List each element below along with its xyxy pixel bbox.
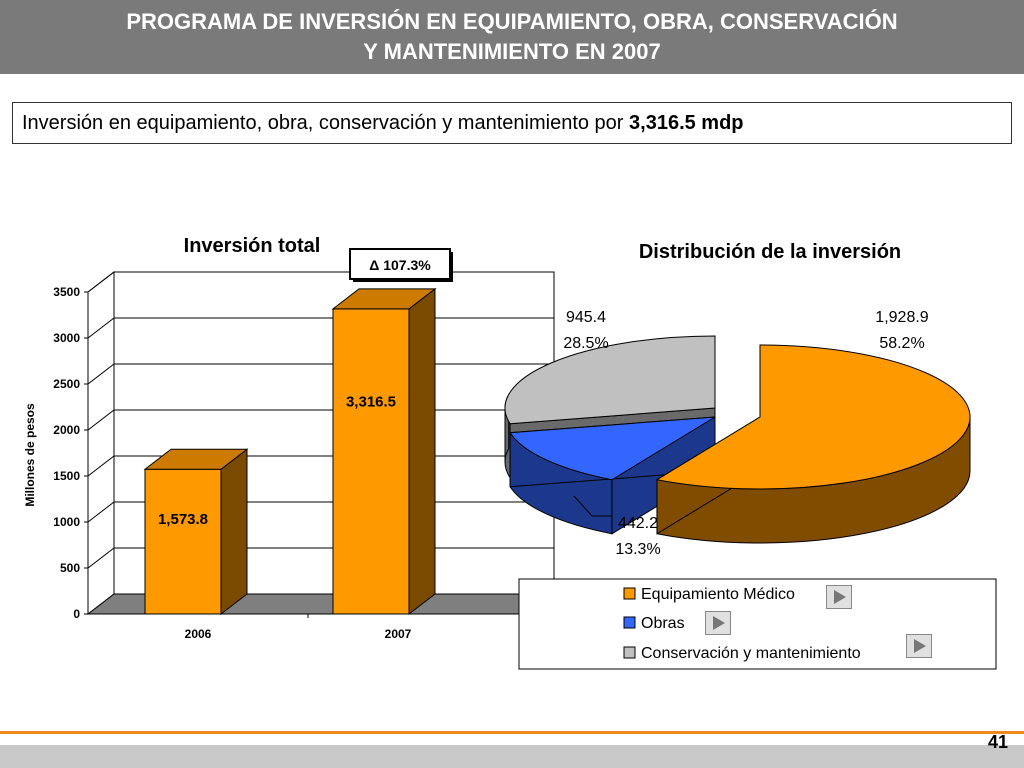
- y-tick-label: 3500: [53, 285, 80, 299]
- y-tick-label: 1000: [53, 515, 80, 529]
- pie-percent-label: 28.5%: [563, 335, 608, 352]
- y-tick-label: 2000: [53, 423, 80, 437]
- bar-top-2006: [143, 448, 249, 470]
- bar-value-label: 1,573.8: [158, 511, 208, 528]
- legend-swatch: [623, 616, 636, 629]
- legend-swatch: [623, 587, 636, 600]
- pie-value-label: 1,928.9: [875, 309, 928, 326]
- x-tick-label: 2006: [185, 627, 212, 641]
- pie-slice-Equipamiento Médico: [655, 344, 971, 490]
- x-tick-label: 2007: [385, 627, 412, 641]
- y-tick-label: 3000: [53, 331, 80, 345]
- pie-slice-Conservación y mantenimiento: [504, 335, 716, 425]
- legend-label: Conservación y mantenimiento: [641, 645, 861, 662]
- y-tick-label: 500: [60, 561, 80, 575]
- pie-value-label: 945.4: [566, 309, 606, 326]
- page-number: 41: [987, 732, 1008, 752]
- footer-bar: [0, 745, 1024, 768]
- footer-accent-line: [0, 731, 1024, 734]
- bar-chart-title: Inversión total: [184, 235, 321, 257]
- play-icon: [713, 616, 725, 630]
- growth-box: [349, 248, 451, 280]
- bar-side-2007: [408, 287, 436, 616]
- play-icon: [914, 639, 926, 653]
- slide-title-line1: PROGRAMA DE INVERSIÓN EN EQUIPAMIENTO, O…: [126, 9, 898, 34]
- slide-title-line2: Y MANTENIMIENTO EN 2007: [363, 39, 661, 64]
- bar-side-wall: [87, 270, 115, 616]
- play-icon: [834, 590, 846, 604]
- investment-summary-box: Inversión en equipamiento, obra, conserv…: [12, 102, 1012, 144]
- equipamiento-play-button[interactable]: [826, 585, 852, 609]
- obras-leader-line: [573, 495, 612, 517]
- y-tick-label: 2500: [53, 377, 80, 391]
- bar-side-2006: [220, 448, 248, 616]
- slide-title: PROGRAMA DE INVERSIÓN EN EQUIPAMIENTO, O…: [0, 0, 1024, 74]
- pie-percent-label: 13.3%: [615, 541, 660, 558]
- legend-label: Equipamiento Médico: [641, 586, 795, 603]
- y-axis-label: Millones de pesos: [23, 403, 37, 507]
- bar-2007: [332, 308, 410, 615]
- obras-play-button[interactable]: [705, 611, 731, 635]
- bar-top-2007: [331, 288, 437, 310]
- pie-chart-title: Distribución de la inversión: [639, 241, 901, 263]
- pie-percent-label: 58.2%: [879, 335, 924, 352]
- bar-value-label: 3,316.5: [346, 394, 396, 411]
- y-tick-label: 1500: [53, 469, 80, 483]
- legend-label: Obras: [641, 615, 685, 632]
- growth-annotation: Δ 107.3%: [369, 257, 431, 273]
- pie-value-label: 442.2: [618, 515, 658, 532]
- y-tick-label: 0: [73, 607, 80, 621]
- pie-slice-Obras: [509, 416, 716, 481]
- legend-swatch: [623, 646, 636, 659]
- conservacion-play-button[interactable]: [906, 634, 932, 658]
- summary-amount: 3,316.5 mdp: [629, 112, 744, 134]
- summary-text: Inversión en equipamiento, obra, conserv…: [22, 112, 630, 134]
- bar-2006: [144, 468, 222, 615]
